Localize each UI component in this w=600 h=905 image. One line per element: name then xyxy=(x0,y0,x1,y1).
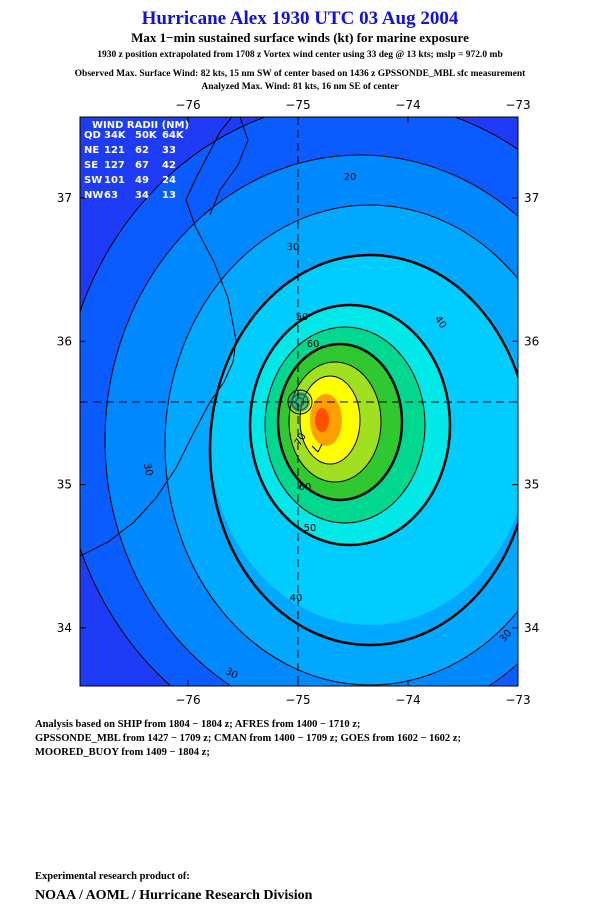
radii-cell: 62 xyxy=(135,145,149,156)
subtitle: Max 1−min sustained surface winds (kt) f… xyxy=(131,30,469,45)
source-line: GPSSONDE_MBL from 1427 − 1709 z; CMAN fr… xyxy=(35,733,461,744)
plot-frame xyxy=(79,116,519,687)
contour-label: 40 xyxy=(290,593,303,604)
radii-cell: 101 xyxy=(104,175,125,186)
contour-label: 30 xyxy=(141,462,154,476)
lat-tick-label: 35 xyxy=(57,478,72,492)
contour-label: 60 xyxy=(299,482,312,493)
radii-header: 34K xyxy=(104,130,127,141)
radii-cell: 121 xyxy=(104,145,125,156)
lon-tick-label: −76 xyxy=(175,693,200,707)
contour-label: 20 xyxy=(344,172,357,183)
contour-label: 50 xyxy=(304,523,317,534)
radii-cell: 42 xyxy=(162,160,176,171)
radii-cell: 67 xyxy=(135,160,149,171)
contour-label: 60 xyxy=(307,339,320,350)
radii-header: QD xyxy=(84,130,101,141)
lon-tick-label: −74 xyxy=(395,693,420,707)
radii-cell: SW xyxy=(84,175,102,186)
lat-tick-label: 34 xyxy=(524,621,539,635)
radii-cell: 34 xyxy=(135,190,149,201)
lon-tick-label: −76 xyxy=(175,98,200,112)
lon-tick-label: −74 xyxy=(395,98,420,112)
credit: Experimental research product of: xyxy=(35,871,190,882)
lon-tick-label: −75 xyxy=(285,693,310,707)
info-line: Analyzed Max. Wind: 81 kts, 16 nm SE of … xyxy=(201,82,399,92)
organization: NOAA / AOML / Hurricane Research Divisio… xyxy=(35,888,313,903)
lat-tick-label: 36 xyxy=(57,334,72,348)
radii-cell: 127 xyxy=(104,160,125,171)
info-line: 1930 z position extrapolated from 1708 z… xyxy=(97,50,503,60)
lat-tick-label: 37 xyxy=(57,191,72,205)
radii-cell: SE xyxy=(84,160,98,171)
wind-field xyxy=(80,117,518,686)
contour-label: 50 xyxy=(296,312,309,323)
radii-header: 64K xyxy=(162,130,185,141)
lat-tick-label: 34 xyxy=(57,621,72,635)
source-line: Analysis based on SHIP from 1804 − 1804 … xyxy=(35,719,360,730)
source-line: MOORED_BUOY from 1409 − 1804 z; xyxy=(35,747,210,758)
lat-tick-label: 36 xyxy=(524,334,539,348)
lat-tick-label: 37 xyxy=(524,191,539,205)
radii-cell: NE xyxy=(84,145,99,156)
lon-tick-label: −75 xyxy=(285,98,310,112)
radii-cell: 24 xyxy=(162,175,176,186)
lon-tick-label: −73 xyxy=(505,98,530,112)
radii-cell: 33 xyxy=(162,145,176,156)
radii-title: WIND RADII (NM) xyxy=(92,120,189,131)
contour-label: 30 xyxy=(287,242,300,253)
radii-cell: NW xyxy=(84,190,103,201)
lat-tick-label: 35 xyxy=(524,478,539,492)
radii-cell: 13 xyxy=(162,190,176,201)
info-line: Observed Max. Surface Wind: 82 kts, 15 n… xyxy=(75,69,526,79)
radii-header: 50K xyxy=(135,130,158,141)
lon-tick-label: −73 xyxy=(505,693,530,707)
radii-cell: 49 xyxy=(135,175,149,186)
title: Hurricane Alex 1930 UTC 03 Aug 2004 xyxy=(142,8,459,29)
radii-cell: 63 xyxy=(104,190,118,201)
